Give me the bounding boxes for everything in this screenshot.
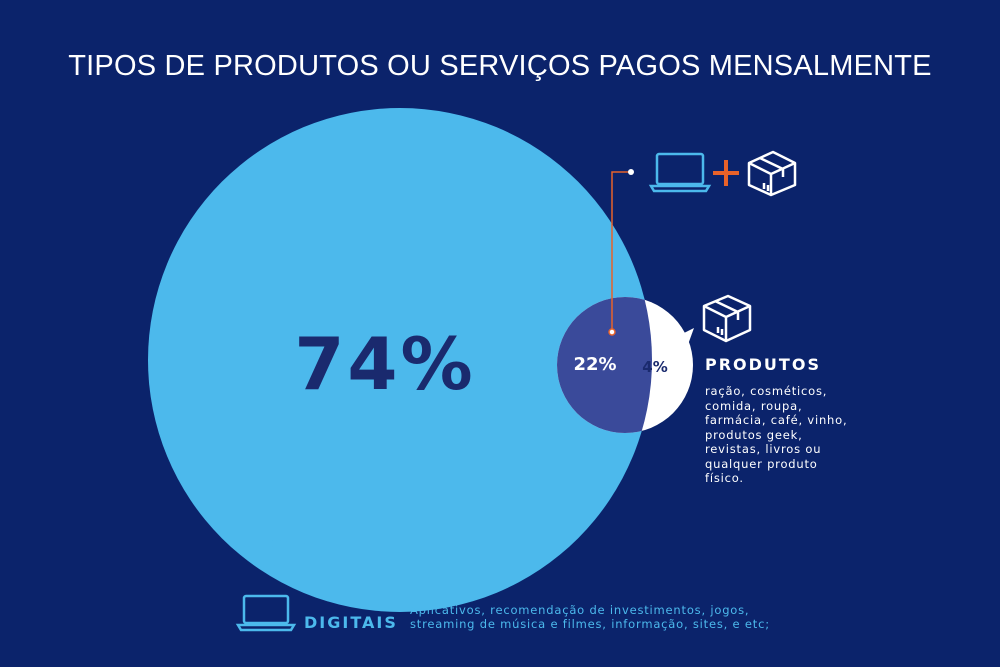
digitais-description-line2: streaming de música e filmes, informação… (410, 617, 770, 631)
laptop-icon-ambos (648, 152, 712, 193)
laptop-icon-digitais (235, 594, 297, 632)
label-22-percent: 22% (573, 354, 617, 375)
produtos-description: ração, cosméticos, comida, roupa, farmác… (705, 384, 848, 485)
chart-title: TIPOS DE PRODUTOS OU SERVIÇOS PAGOS MENS… (68, 50, 932, 82)
connector-line (608, 169, 634, 336)
digitais-label: DIGITAIS (304, 613, 398, 632)
digitais-description: Aplicativos, recomendação de investiment… (410, 603, 770, 631)
digitais-description-line1: Aplicativos, recomendação de investiment… (410, 603, 750, 617)
bubble-digitais (148, 108, 652, 612)
produtos-label: PRODUTOS (705, 355, 821, 374)
label-74-percent: 74% (294, 322, 476, 406)
bubble-ambos (557, 297, 652, 433)
plus-icon (713, 160, 739, 186)
label-4-percent: 4% (642, 358, 668, 376)
box-icon-produtos (702, 294, 752, 343)
box-icon-ambos (747, 150, 797, 197)
